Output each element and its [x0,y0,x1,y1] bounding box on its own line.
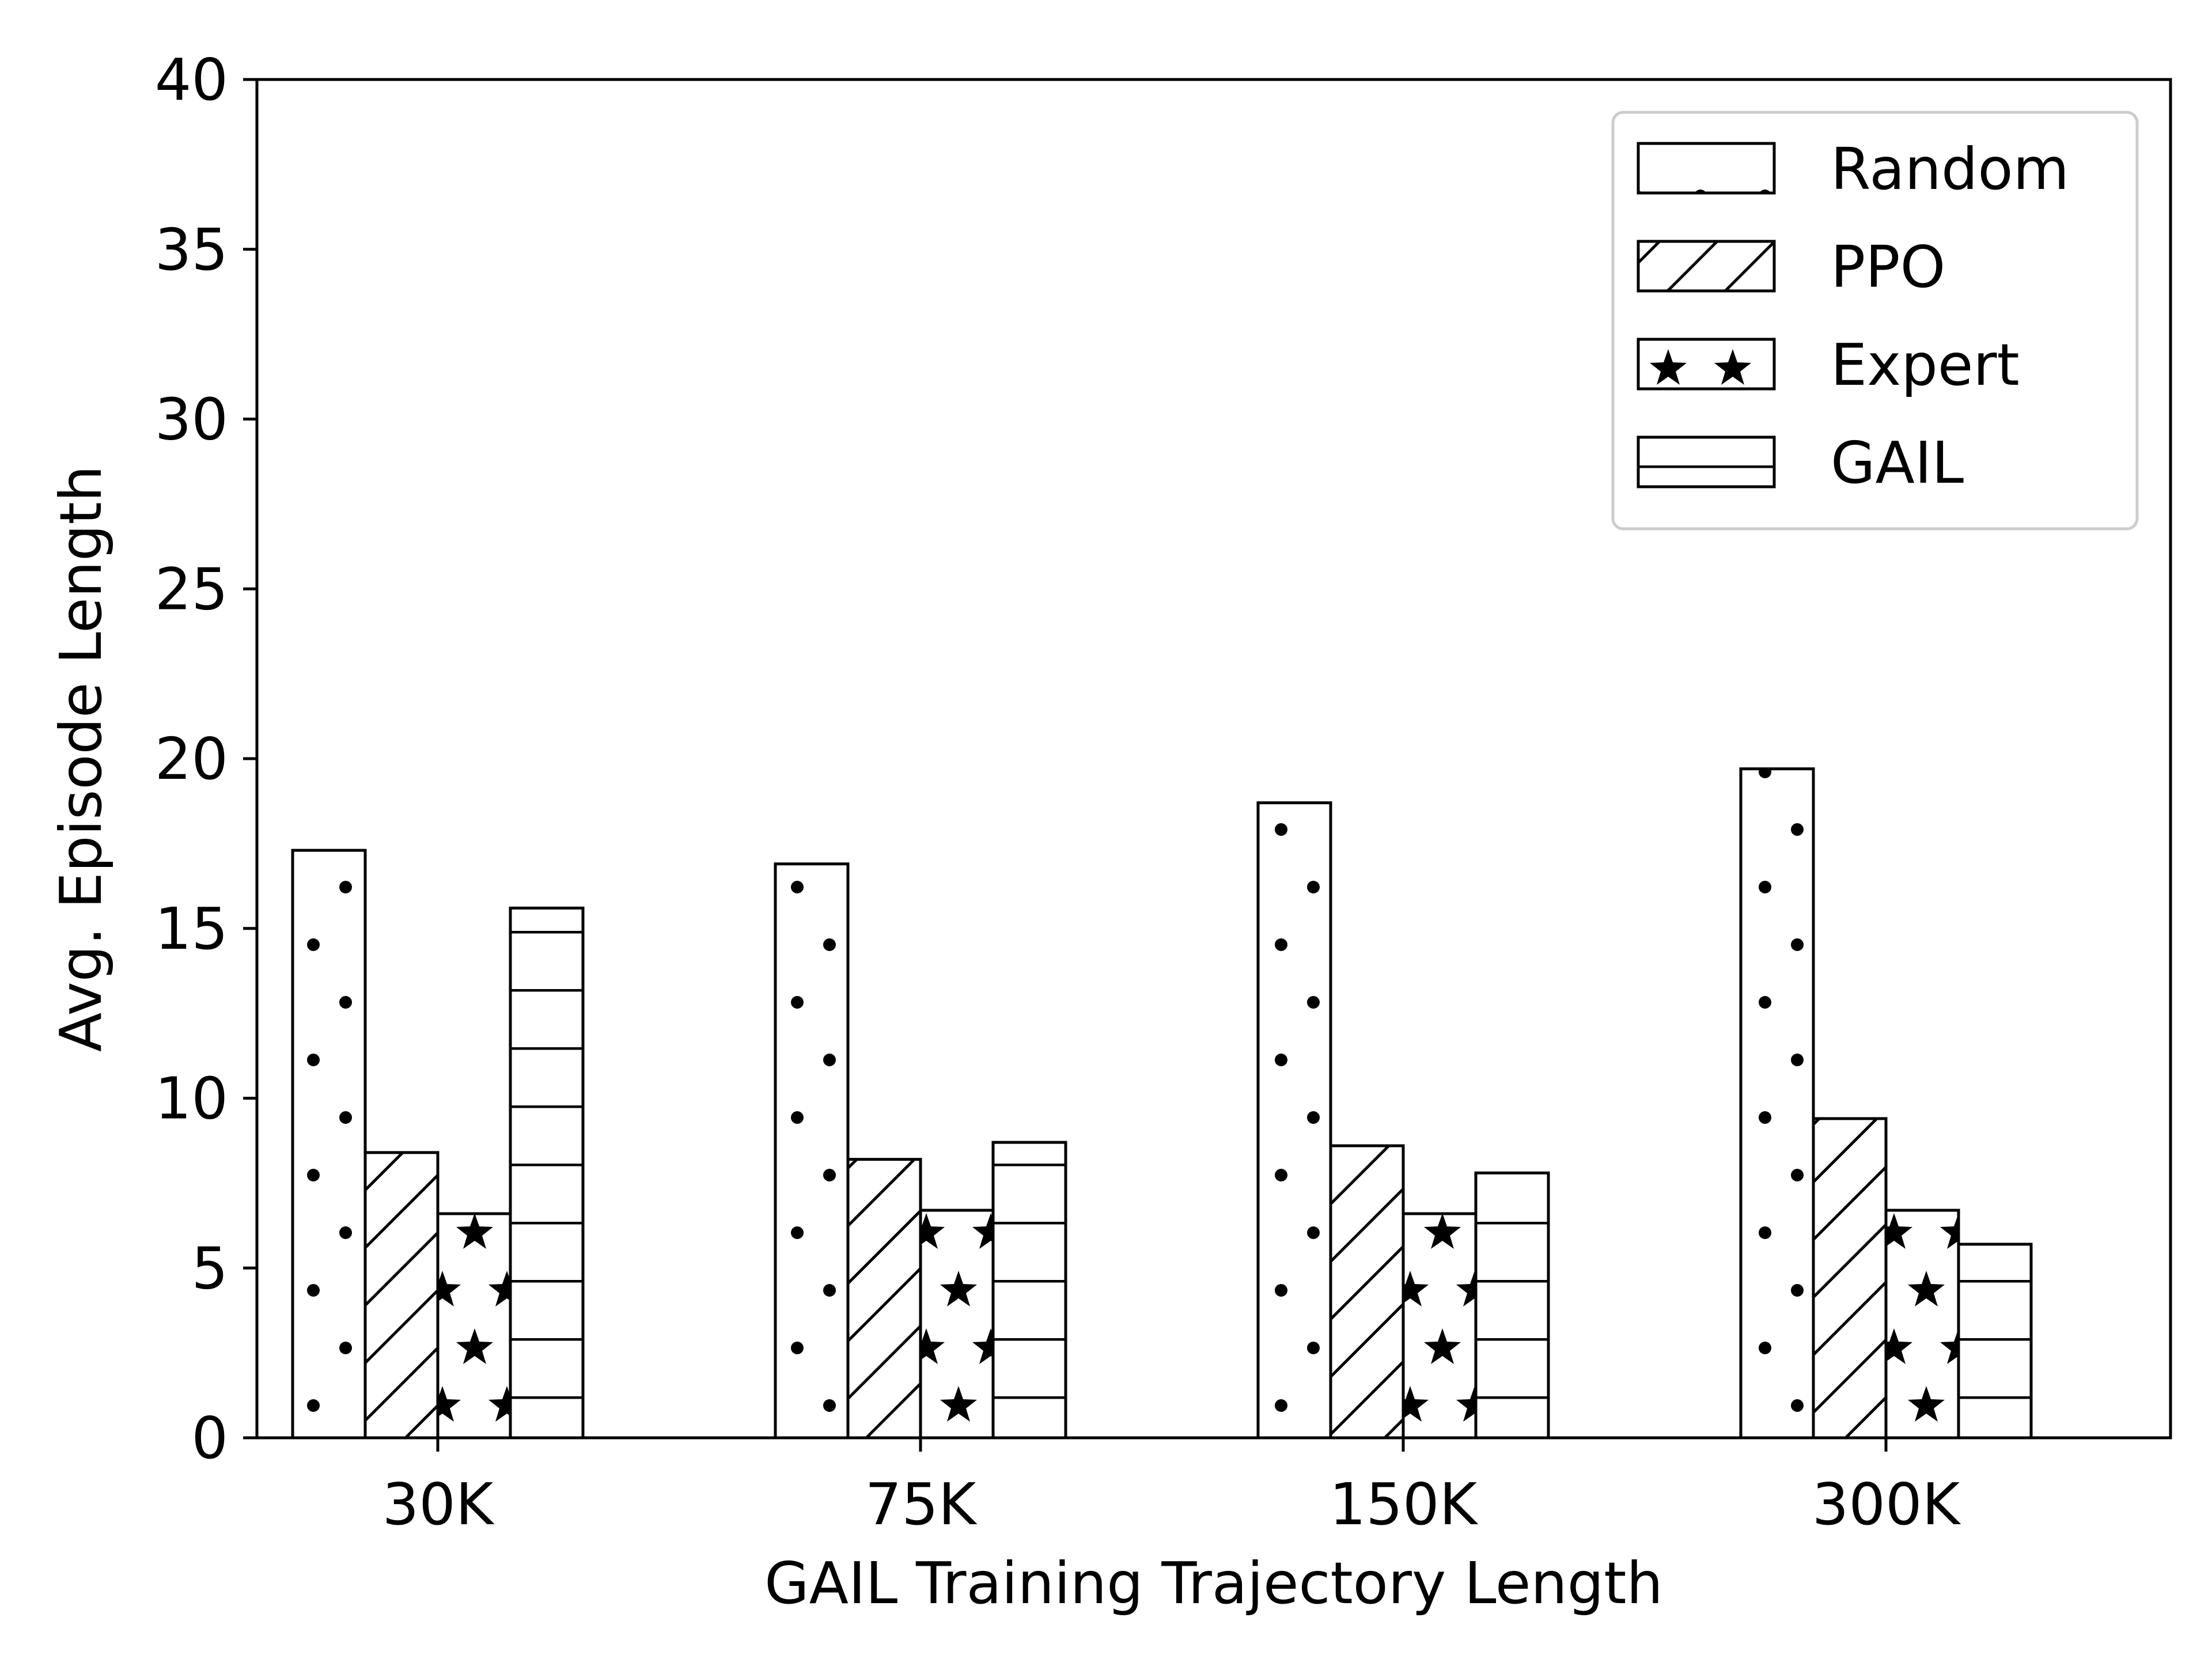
legend-label: Expert [1831,331,2020,399]
legend-entry-ppo: PPO [1637,233,1945,301]
legend-swatch [1637,142,1776,195]
bar-random-30k [291,849,367,1440]
bar-gail-75k [991,1141,1067,1440]
x-tick-label: 150K [1330,1471,1479,1538]
legend-entry-gail: GAIL [1637,429,1964,497]
bar-ppo-300k [1812,1117,1888,1440]
legend-frame [1611,111,2139,531]
legend-swatch [1637,435,1776,488]
legend: Random PPO Expert GAIL [1611,111,2139,531]
bar-expert-75k [919,1209,995,1440]
bar-expert-150k [1402,1212,1478,1440]
bar-expert-300k [1884,1209,1960,1440]
bar-ppo-150k [1329,1144,1405,1440]
y-tick-label: 5 [191,1234,228,1302]
y-axis: 0 5 10 15 20 25 30 35 40 [155,46,257,1472]
y-tick-label: 20 [155,725,228,793]
y-tick-label: 25 [155,555,228,623]
x-axis-label: GAIL Training Trajectory Length [764,1550,1663,1617]
x-tick-label: 30K [382,1471,495,1538]
legend-label: PPO [1831,233,1945,301]
bar-random-300k [1739,767,1815,1440]
bar-gail-150k [1474,1171,1550,1440]
x-tick-label: 300K [1812,1471,1961,1538]
bar-gail-300k [1957,1243,2033,1440]
y-tick-label: 15 [155,895,228,963]
y-tick-label: 40 [155,46,228,113]
x-tick-label: 75K [865,1471,978,1538]
y-tick-label: 10 [155,1065,228,1132]
bars-layer [291,767,2033,1440]
legend-swatch [1637,240,1776,293]
x-axis: 30K 75K 150K 300K [382,1438,1961,1538]
y-tick-label: 30 [155,386,228,453]
legend-entry-random: Random [1637,135,2069,203]
legend-entry-expert: Expert [1637,331,2020,399]
bar-random-75k [774,862,850,1440]
bar-expert-30k [436,1212,512,1440]
bar-ppo-30k [363,1151,440,1440]
y-tick-label: 35 [155,216,228,283]
y-axis-label: Avg. Episode Length [47,465,115,1052]
legend-swatch [1637,338,1776,391]
bar-random-150k [1256,801,1332,1440]
bar-ppo-75k [846,1158,922,1440]
y-tick-label: 0 [191,1404,228,1472]
legend-label: GAIL [1831,429,1964,497]
bar-gail-30k [509,906,585,1440]
legend-label: Random [1831,135,2069,203]
